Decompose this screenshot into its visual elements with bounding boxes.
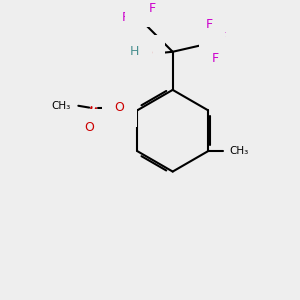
- Text: O: O: [114, 101, 124, 114]
- Text: F: F: [212, 52, 219, 64]
- Text: H: H: [130, 45, 139, 58]
- Text: F: F: [149, 2, 156, 15]
- Text: O: O: [84, 121, 94, 134]
- Text: F: F: [206, 18, 212, 31]
- Text: F: F: [219, 31, 226, 44]
- Text: CH₃: CH₃: [229, 146, 248, 156]
- Text: F: F: [137, 0, 145, 11]
- Text: O: O: [142, 47, 152, 60]
- Text: F: F: [122, 11, 129, 24]
- Text: CH₃: CH₃: [51, 101, 70, 111]
